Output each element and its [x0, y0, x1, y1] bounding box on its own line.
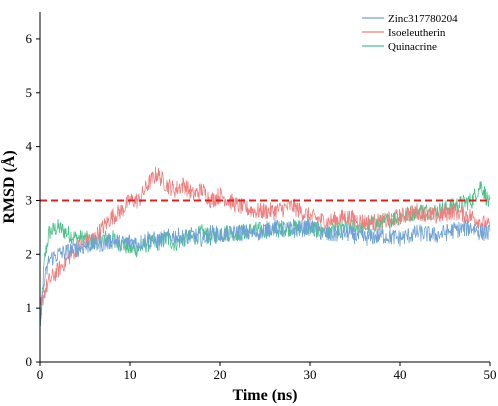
x-tick-label: 0 [37, 367, 44, 382]
y-axis-title: RMSD (Å) [0, 150, 18, 223]
x-tick-label: 40 [394, 367, 407, 382]
y-tick-label: 4 [26, 139, 33, 154]
y-tick-label: 1 [26, 300, 33, 315]
axes: 0 10 20 30 40 50 0 1 2 3 4 5 6 [26, 12, 497, 382]
y-tick-label: 3 [26, 192, 33, 207]
plot-area [39, 166, 491, 328]
series-line-isoeleutherin [39, 166, 491, 306]
x-axis-title: Time (ns) [232, 387, 297, 404]
y-tick-label: 6 [26, 31, 33, 46]
x-tick-label: 50 [484, 367, 497, 382]
legend-label: Quinacrine [388, 41, 437, 53]
y-tick-label: 2 [26, 246, 33, 261]
legend-label: Isoeleutherin [388, 27, 446, 39]
y-tick-label: 5 [26, 85, 33, 100]
x-tick-label: 30 [304, 367, 317, 382]
y-tick-label: 0 [26, 354, 33, 369]
series-line-zinc317780204 [39, 218, 491, 320]
x-tick-label: 10 [124, 367, 137, 382]
legend-label: Zinc317780204 [388, 13, 458, 25]
series-line-quinacrine [39, 181, 491, 328]
x-tick-label: 20 [214, 367, 227, 382]
legend: Zinc317780204 Isoeleutherin Quinacrine [362, 13, 458, 53]
